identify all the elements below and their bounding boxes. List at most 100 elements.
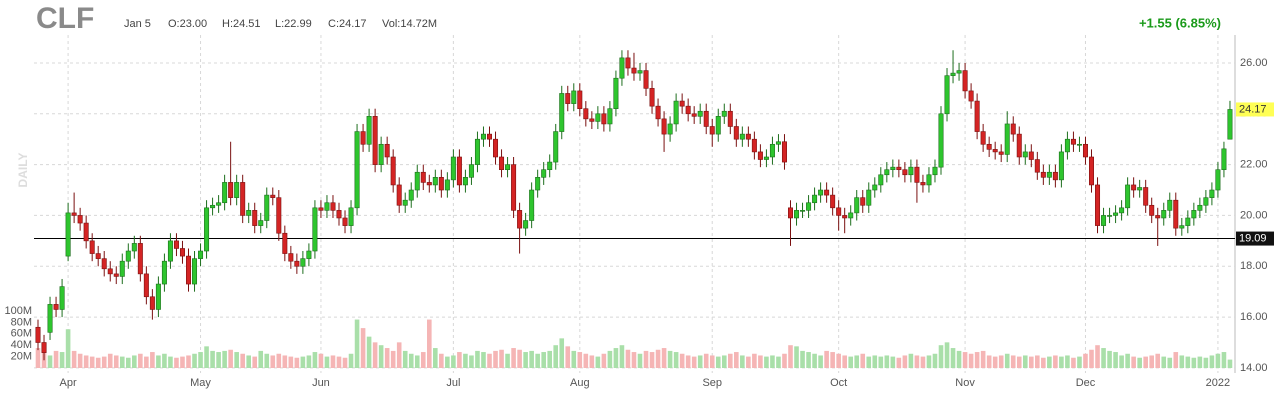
quote-open: O:23.00	[168, 18, 207, 30]
volume-bar	[402, 350, 408, 368]
candle-body	[1064, 138, 1070, 153]
volume-bar	[150, 352, 155, 368]
candle-body	[1215, 169, 1221, 191]
volume-bar	[1077, 356, 1082, 368]
candle-body	[1179, 225, 1185, 229]
candle-body	[1089, 156, 1095, 186]
candle-body	[800, 210, 806, 212]
volume-bar	[908, 353, 914, 368]
volume-bar	[1089, 349, 1094, 368]
candle-body	[836, 207, 842, 216]
volume-bar	[565, 346, 571, 368]
candle-body	[276, 197, 282, 234]
volume-bar	[1004, 353, 1010, 368]
volume-bar	[697, 355, 703, 368]
volume-bar	[1059, 356, 1064, 368]
candle-body	[998, 151, 1004, 155]
volume-bar	[1065, 355, 1070, 368]
candle-body	[270, 194, 276, 198]
volume-bar	[625, 349, 631, 368]
volume-bar	[180, 356, 185, 368]
candle-body	[1155, 215, 1161, 219]
candle-body	[107, 268, 113, 275]
volume-bar	[113, 355, 119, 368]
volume-bar	[457, 352, 462, 368]
volume-bar	[439, 353, 444, 368]
candle-body	[830, 194, 836, 209]
volume-bar	[1131, 356, 1136, 368]
volume-bar	[1035, 355, 1040, 368]
candle-body	[486, 133, 492, 140]
candle-body	[806, 202, 812, 211]
level-label-bg	[1236, 231, 1274, 246]
volume-bar	[986, 355, 992, 368]
candle-body	[222, 182, 228, 204]
candle-body	[324, 202, 330, 211]
volume-bar	[637, 353, 643, 368]
candle-body	[300, 258, 306, 267]
volume-bar	[312, 352, 318, 368]
candle-body	[71, 212, 77, 216]
volume-bar	[529, 350, 534, 368]
candle-body	[462, 177, 468, 186]
volume-bar	[348, 353, 354, 368]
candle-body	[1022, 151, 1028, 158]
volume-bar	[276, 353, 282, 368]
x-tick-label: 2022	[1206, 377, 1230, 389]
volume-bar	[836, 353, 841, 368]
volume-bar	[782, 353, 787, 368]
candle-body	[246, 210, 252, 216]
volume-bar	[1095, 345, 1100, 368]
volume-bar	[132, 355, 137, 368]
y-tick-label: 18.00	[1240, 260, 1268, 272]
volume-bar	[1197, 356, 1203, 368]
volume-bar	[1209, 355, 1215, 368]
candle-body	[1191, 210, 1197, 219]
volume-bar	[252, 356, 258, 368]
volume-bar	[1107, 350, 1112, 368]
volume-bar	[360, 328, 366, 368]
candle-body	[733, 126, 739, 140]
candle-body	[1101, 215, 1107, 226]
candle-body	[1058, 151, 1064, 181]
candle-body	[1131, 184, 1137, 191]
candle-body	[155, 283, 161, 310]
volume-bar	[222, 350, 227, 368]
volume-bar	[487, 353, 492, 368]
volume-bar	[384, 348, 390, 368]
volume-bar	[866, 356, 872, 368]
candle-body	[318, 207, 324, 211]
volume-bar	[59, 352, 65, 368]
candle-body	[390, 156, 396, 186]
candle-body	[769, 143, 775, 158]
candle-body	[787, 207, 793, 219]
volume-bar	[553, 345, 559, 368]
x-tick-label: Jul	[446, 377, 460, 389]
candle-body	[1082, 143, 1088, 158]
volume-bar	[390, 350, 396, 368]
candle-body	[884, 169, 890, 176]
volume-tick-label: 40M	[11, 339, 32, 351]
candle-body	[559, 93, 565, 132]
volume-bar	[198, 352, 203, 368]
volume-bar	[854, 355, 860, 368]
candle-body	[89, 240, 95, 254]
volume-bar	[764, 356, 769, 368]
volume-bar	[1191, 357, 1197, 368]
volume-bar	[884, 355, 890, 368]
candle-body	[336, 210, 342, 219]
candle-body	[408, 189, 414, 201]
volume-bar	[649, 352, 655, 368]
volume-bar	[1215, 353, 1221, 368]
candle-body	[1203, 197, 1209, 206]
candle-body	[691, 113, 697, 117]
candle-body	[1004, 123, 1010, 155]
candle-body	[125, 250, 131, 262]
candle-body	[131, 243, 137, 252]
candle-body	[149, 296, 155, 310]
candle-body	[216, 202, 222, 206]
volume-bar	[1053, 355, 1058, 368]
candle-body	[1046, 171, 1052, 178]
candle-body	[1070, 138, 1076, 145]
candle-body	[1197, 204, 1203, 211]
